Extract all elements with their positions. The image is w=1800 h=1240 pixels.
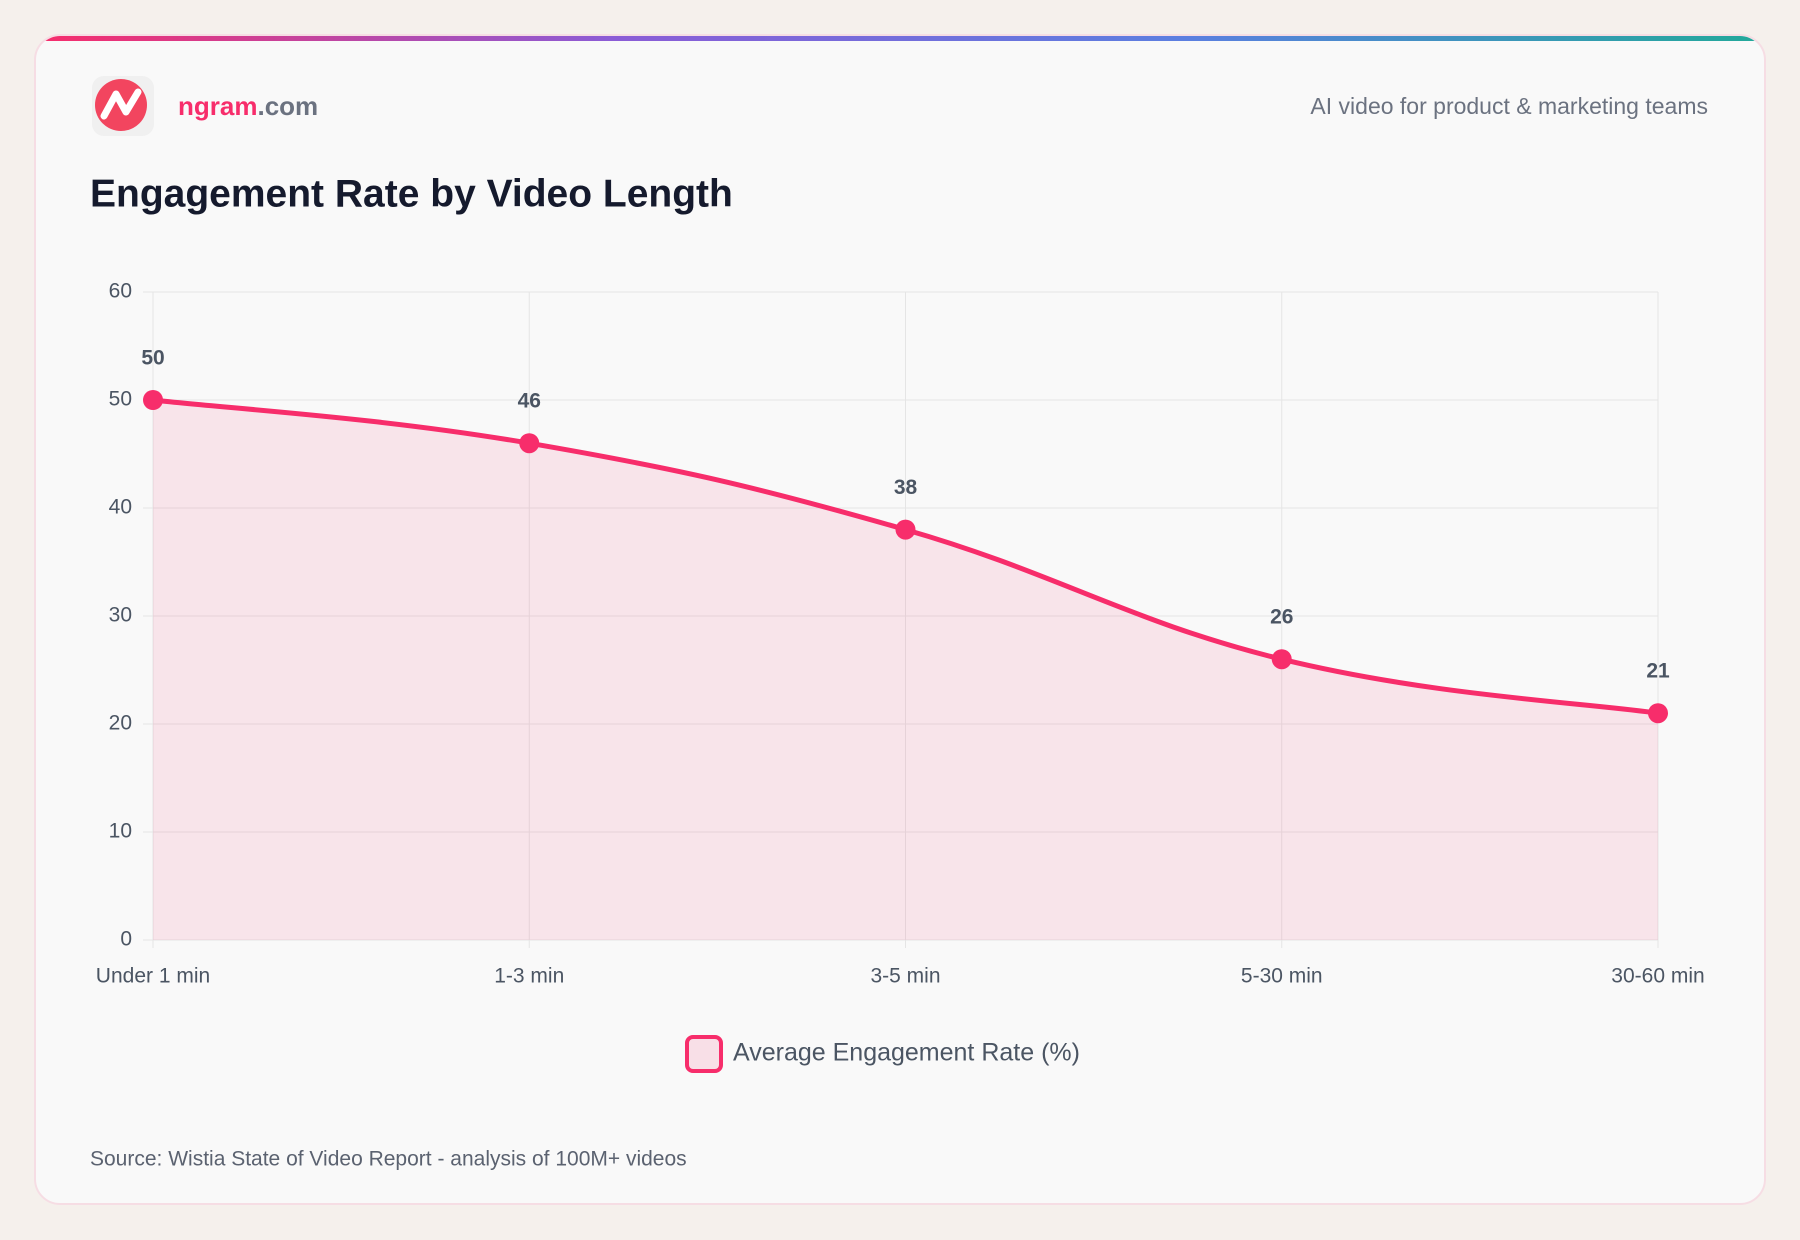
x-tick-label: 3-5 min [870,965,940,988]
point [1648,703,1668,724]
chart-title: Engagement Rate by Video Length [90,172,733,215]
y-tick-label: 10 [109,820,132,843]
y-tick-label: 20 [109,712,132,735]
x-tick-label: 1-3 min [494,965,564,988]
legend-swatch [685,1035,723,1073]
logo-mark [100,88,142,120]
y-tick-label: 40 [109,496,132,519]
value-label: 46 [518,390,541,413]
legend-label: Average Engagement Rate (%) [733,1039,1080,1067]
card [34,34,1766,1205]
source: Source: Wistia State of Video Report - a… [90,1148,687,1171]
value-label: 21 [1646,660,1670,683]
x-tick-label: 5-30 min [1241,965,1323,988]
point [519,433,540,454]
x-tick-label: Under 1 min [96,965,210,988]
value-label: 50 [141,347,164,370]
point [895,519,916,540]
brand-name: ngram [178,91,257,121]
point [143,390,163,410]
value-label: 38 [894,476,918,499]
accent-bar [36,36,1764,41]
y-tick-label: 30 [109,604,132,627]
y-tick-label: 0 [120,928,132,951]
y-tick-label: 60 [109,280,132,303]
area [153,400,1658,940]
brand: ngram.com [178,91,318,121]
tagline: AI video for product & marketing teams [1310,93,1708,119]
x-tick-label: 30-60 min [1611,965,1704,988]
y-tick-label: 50 [109,388,132,411]
value-label: 26 [1270,606,1293,629]
point [1271,649,1292,670]
brand-domain: .com [257,91,318,121]
